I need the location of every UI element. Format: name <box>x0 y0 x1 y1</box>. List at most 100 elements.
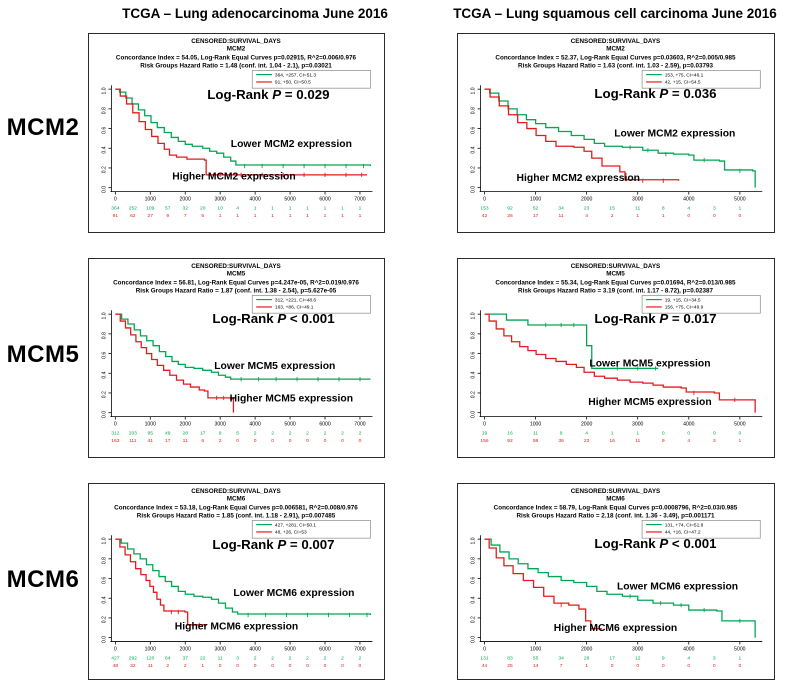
risk-count-green: 19 <box>482 430 488 436</box>
legend-entry-red: 156, +75, CI=49.9 <box>665 305 704 311</box>
logrank-p-label: Log-Rank P = 0.029 <box>207 87 329 102</box>
lower-expression-label: Lower MCM6 expression <box>617 581 738 592</box>
risk-count-green: 37 <box>183 655 189 661</box>
x-tick-label: 0 <box>114 196 117 202</box>
risk-count-red: 2 <box>184 663 187 669</box>
risk-count-green: 1 <box>738 655 741 661</box>
risk-count-green: 26 <box>584 655 590 661</box>
y-tick-label: 0.8 <box>101 332 107 339</box>
risk-count-green: 2 <box>341 655 344 661</box>
km-curve-higher <box>484 313 756 413</box>
y-tick-label: 1.0 <box>471 312 477 319</box>
risk-count-red: 0 <box>713 213 716 219</box>
y-tick-label: 0.6 <box>101 127 107 134</box>
risk-count-red: 1 <box>359 213 362 219</box>
plot-gene-title: MCM2 <box>227 46 246 53</box>
y-tick-label: 1.0 <box>101 87 107 94</box>
km-curve-lower <box>115 88 372 166</box>
x-tick-label: 3000 <box>632 646 644 652</box>
risk-count-red: 11 <box>559 213 564 219</box>
plot-gene-title: MCM5 <box>227 271 246 278</box>
legend-entry-green: 131, +74, CI=51.8 <box>665 522 704 528</box>
risk-count-green: 10 <box>217 205 223 211</box>
risk-count-red: 0 <box>324 663 327 669</box>
plot-gene-title: MCM2 <box>606 46 625 53</box>
risk-count-red: 1 <box>271 213 274 219</box>
km-panel-mcm5-scc: CENSORED:SURVIVAL_DAYS MCM5 Concordance In… <box>457 258 775 458</box>
risk-count-green: 52 <box>533 205 539 211</box>
risk-count-green: 34 <box>558 655 564 661</box>
risk-count-green: 252 <box>129 205 137 211</box>
stat-hazard-line: Risk Groups Hazard Ratio = 1.87 (conf. i… <box>136 287 337 294</box>
logrank-p-label: Log-Rank P = 0.017 <box>594 311 716 326</box>
risk-count-red: 25 <box>507 663 513 669</box>
x-tick-label: 1000 <box>145 196 157 202</box>
risk-count-red: 111 <box>129 438 137 444</box>
risk-count-green: 4 <box>236 205 239 211</box>
risk-count-green: 2 <box>324 430 327 436</box>
legend-entry-red: 91, +50, CI=50.5 <box>275 80 311 86</box>
y-tick-label: 0.2 <box>471 391 477 398</box>
column-header-squamous: TCGA – Lung squamous cell carcinoma June… <box>453 6 777 21</box>
stat-hazard-line: Risk Groups Hazard Ratio = 2.18 (conf. i… <box>516 512 715 519</box>
plot-title: CENSORED:SURVIVAL_DAYS <box>191 38 280 45</box>
risk-count-red: 1 <box>289 213 292 219</box>
plot-gene-title: MCM5 <box>606 271 625 278</box>
lower-expression-label: Lower MCM6 expression <box>233 588 354 599</box>
legend-entry-red: 163, +86, CI=49.1 <box>275 305 314 311</box>
x-tick-label: 4000 <box>249 646 261 652</box>
row-label-mcm5: MCM5 <box>6 341 80 368</box>
legend-entry-green: 19, +15, CI=34.5 <box>665 297 701 303</box>
km-panel-mcm6-adeno: CENSORED:SURVIVAL_DAYS MCM6 Concordance In… <box>88 483 385 680</box>
risk-count-red: 0 <box>219 663 222 669</box>
risk-count-green: 2 <box>359 655 362 661</box>
risk-count-green: 9 <box>219 430 222 436</box>
risk-count-green: 95 <box>148 430 154 436</box>
stat-concordance-line: Concordance Index = 52.37, Log-Rank Equa… <box>495 54 736 62</box>
risk-count-green: 3 <box>713 655 716 661</box>
risk-count-red: 92 <box>507 438 513 444</box>
y-tick-label: 1.0 <box>471 87 477 94</box>
risk-count-red: 0 <box>636 663 639 669</box>
y-tick-label: 0.0 <box>471 411 477 418</box>
risk-count-green: 364 <box>111 205 119 211</box>
logrank-p-label: Log-Rank P < 0.001 <box>594 536 717 551</box>
risk-count-red: 0 <box>289 663 292 669</box>
plot-title: CENSORED:SURVIVAL_DAYS <box>571 38 660 45</box>
risk-count-green: 11 <box>218 655 223 661</box>
legend-entry-red: 44, +16, CI=47.2 <box>665 530 701 536</box>
risk-count-green: 3 <box>236 655 239 661</box>
risk-count-green: 1 <box>306 205 309 211</box>
risk-count-green: 1 <box>738 205 741 211</box>
risk-count-red: 2 <box>219 438 222 444</box>
risk-count-red: 1 <box>306 213 309 219</box>
column-header-adenocarcinoma: TCGA – Lung adenocarcinoma June 2016 <box>122 6 388 21</box>
y-tick-label: 0.0 <box>471 636 477 643</box>
risk-count-green: 11 <box>533 430 538 436</box>
km-panel-mcm2-adeno: CENSORED:SURVIVAL_DAYS MCM2 Concordance In… <box>88 33 385 233</box>
x-tick-label: 6000 <box>319 196 331 202</box>
plot-gene-title: MCM6 <box>606 496 625 503</box>
y-tick-label: 0.6 <box>471 127 477 134</box>
y-tick-label: 0.0 <box>101 411 107 418</box>
risk-count-red: 48 <box>113 663 119 669</box>
x-tick-label: 0 <box>483 646 486 652</box>
y-tick-label: 0.2 <box>102 616 108 623</box>
km-curve-lower <box>115 313 371 380</box>
risk-count-green: 2 <box>359 430 362 436</box>
y-tick-label: 0.2 <box>471 616 477 623</box>
risk-count-green: 1 <box>324 205 327 211</box>
risk-count-red: 11 <box>635 438 640 444</box>
legend-entry-green: 312, +221, CI=48.6 <box>275 297 317 303</box>
risk-count-green: 9 <box>662 655 665 661</box>
risk-count-red: 0 <box>687 213 690 219</box>
risk-count-red: 36 <box>558 438 564 444</box>
risk-count-green: 16 <box>507 430 513 436</box>
risk-count-green: 23 <box>584 205 590 211</box>
x-tick-label: 6000 <box>319 421 331 427</box>
risk-count-green: 312 <box>111 430 119 436</box>
x-tick-label: 5000 <box>734 646 746 652</box>
risk-count-green: 0 <box>713 430 716 436</box>
